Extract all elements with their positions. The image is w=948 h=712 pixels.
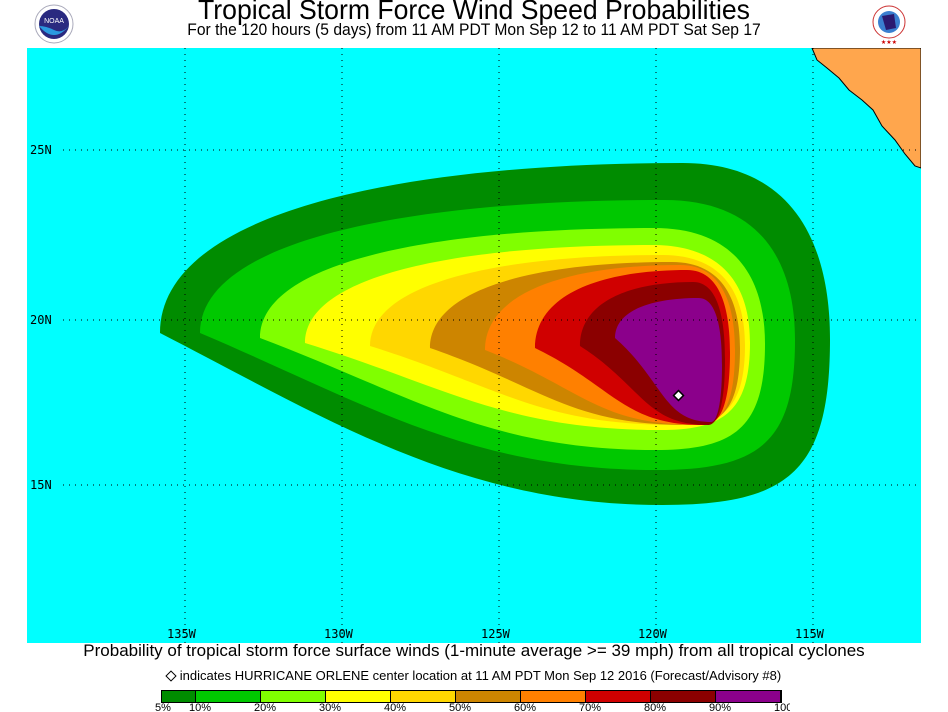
legend-swatch [326,691,391,702]
legend-label: 10% [189,702,212,712]
lon-label: 130W [324,627,354,641]
legend-label: 50% [449,702,472,712]
legend-swatch [391,691,456,702]
diamond-icon [165,670,177,682]
probability-contour-90% [615,298,722,422]
legend-label: 60% [514,702,537,712]
probability-legend [161,690,782,703]
svg-text:NOAA: NOAA [44,18,64,25]
map-title: Tropical Storm Force Wind Speed Probabil… [198,0,750,25]
legend-swatch [456,691,521,702]
legend-label: 90% [709,702,732,712]
legend-label: 40% [384,702,407,712]
storm-center-note: indicates HURRICANE ORLENE center locati… [0,668,948,683]
map-caption: Probability of tropical storm force surf… [83,641,865,660]
legend-swatch [162,691,196,702]
legend-label: 5% [155,702,171,712]
legend-swatch [716,691,781,702]
legend-label: 70% [579,702,602,712]
map-subtitle: For the 120 hours (5 days) from 11 AM PD… [187,20,761,39]
svg-text:★★★: ★★★ [881,39,897,46]
legend-labels: 5% 10% 20% 30% 40% 50% 60% 70% 80% 90% 100% [150,702,790,712]
baja-california-land [811,48,921,169]
lon-label: 120W [638,627,668,641]
legend-label: 80% [644,702,667,712]
storm-note-text: indicates HURRICANE ORLENE center locati… [179,668,782,683]
lon-label: 115W [795,627,825,641]
legend-swatch [521,691,586,702]
legend-label: 100% [774,702,790,712]
lon-label: 125W [481,627,511,641]
storm-center-diamond-icon [672,389,685,402]
legend-swatch [586,691,651,702]
graticule [63,48,921,643]
lon-label: 135W [167,627,197,641]
lat-label: 15N [30,478,52,492]
legend-swatch [651,691,716,702]
legend-swatch [261,691,326,702]
legend-label: 20% [254,702,277,712]
noaa-logo: NOAA [34,4,74,44]
legend-swatch [196,691,261,702]
legend-label: 30% [319,702,342,712]
lat-label: 20N [30,313,52,327]
lat-label: 25N [30,143,52,157]
probability-map: 25N 20N 15N 135W 130W 125W 120W 115W [27,48,921,643]
nws-logo: ★★★ [872,5,906,46]
